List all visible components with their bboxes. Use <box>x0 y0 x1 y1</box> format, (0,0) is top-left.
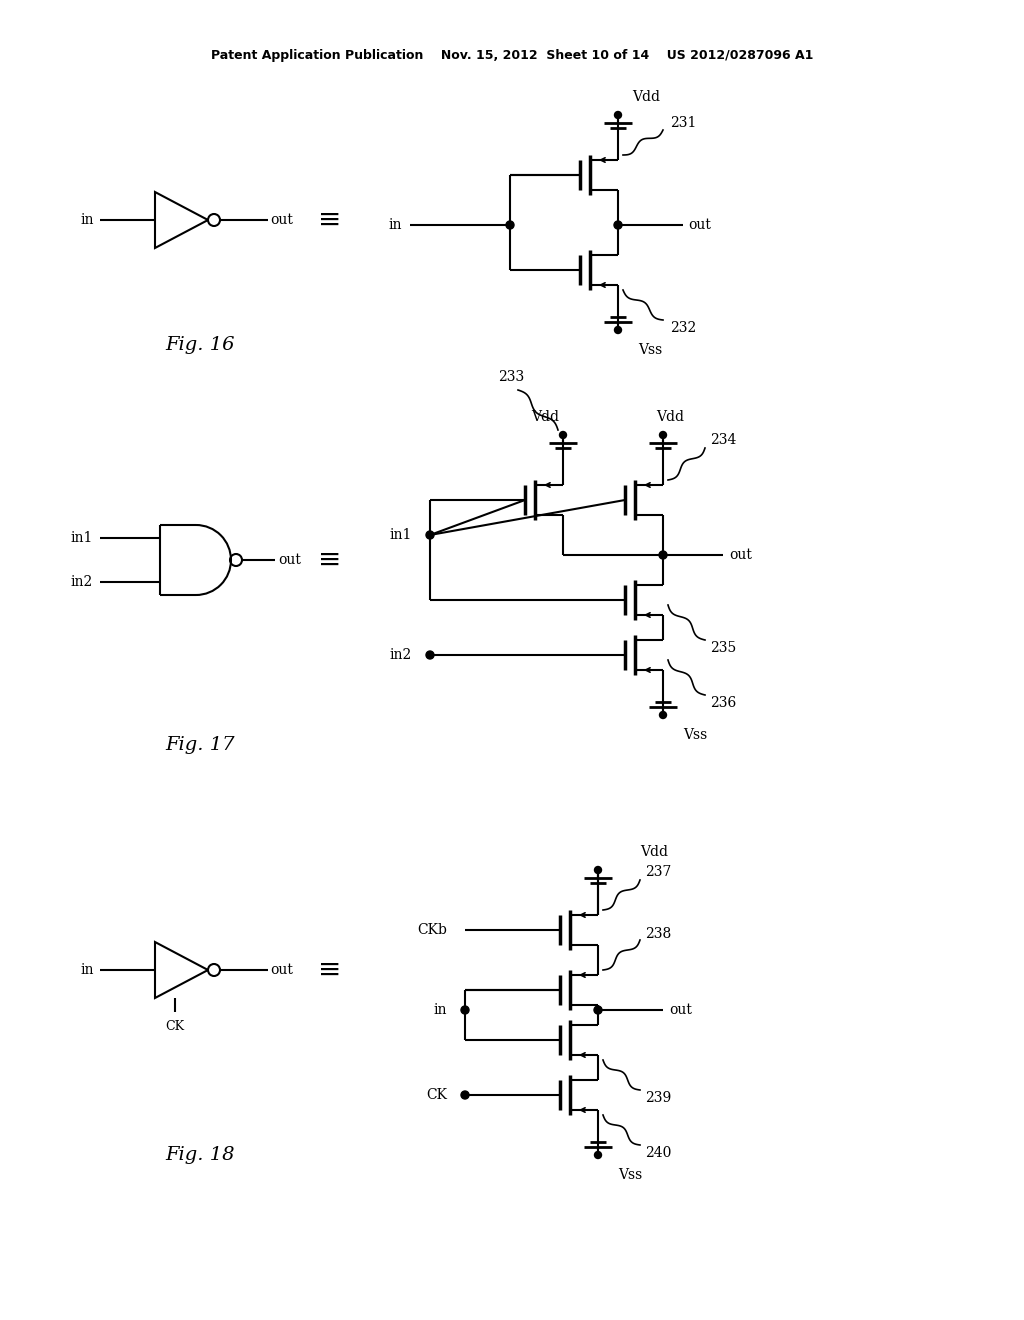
Text: Fig. 16: Fig. 16 <box>165 337 234 354</box>
Text: 234: 234 <box>710 433 736 447</box>
Text: 235: 235 <box>710 642 736 655</box>
Circle shape <box>614 111 622 119</box>
Text: 232: 232 <box>670 321 696 335</box>
Circle shape <box>595 1151 601 1159</box>
Text: out: out <box>688 218 712 232</box>
Circle shape <box>461 1006 469 1014</box>
Text: in1: in1 <box>71 531 93 545</box>
Text: Patent Application Publication    Nov. 15, 2012  Sheet 10 of 14    US 2012/02870: Patent Application Publication Nov. 15, … <box>211 49 813 62</box>
Text: in: in <box>433 1003 447 1016</box>
Text: 239: 239 <box>645 1092 671 1105</box>
Text: Vss: Vss <box>618 1168 642 1181</box>
Circle shape <box>595 866 601 874</box>
Circle shape <box>659 711 667 718</box>
Text: out: out <box>729 548 753 562</box>
Text: Vdd: Vdd <box>640 845 668 859</box>
Text: Fig. 17: Fig. 17 <box>165 737 234 754</box>
Circle shape <box>594 1006 602 1014</box>
Text: CKb: CKb <box>417 923 447 937</box>
Circle shape <box>614 326 622 334</box>
Text: in2: in2 <box>71 576 93 589</box>
Text: in1: in1 <box>389 528 412 543</box>
Circle shape <box>614 220 622 228</box>
Text: ≡: ≡ <box>318 546 342 573</box>
Text: 238: 238 <box>645 927 671 941</box>
Text: Vss: Vss <box>638 343 663 356</box>
Circle shape <box>426 651 434 659</box>
Text: out: out <box>670 1003 692 1016</box>
Text: CK: CK <box>166 1019 184 1032</box>
Text: Vdd: Vdd <box>632 90 660 104</box>
Circle shape <box>461 1092 469 1100</box>
Text: out: out <box>270 213 294 227</box>
Text: in: in <box>80 964 94 977</box>
Text: Fig. 18: Fig. 18 <box>165 1146 234 1164</box>
Text: in2: in2 <box>390 648 412 663</box>
Text: in: in <box>80 213 94 227</box>
Circle shape <box>426 531 434 539</box>
Text: Vdd: Vdd <box>531 411 559 424</box>
Circle shape <box>659 550 667 558</box>
Text: out: out <box>270 964 294 977</box>
Text: out: out <box>279 553 301 568</box>
Text: 236: 236 <box>710 696 736 710</box>
Text: ≡: ≡ <box>318 206 342 234</box>
Text: ≡: ≡ <box>318 957 342 983</box>
Text: CK: CK <box>426 1088 447 1102</box>
Text: 233: 233 <box>498 370 524 384</box>
Text: 231: 231 <box>670 116 696 129</box>
Text: Vss: Vss <box>683 729 708 742</box>
Text: Vdd: Vdd <box>656 411 684 424</box>
Text: 240: 240 <box>645 1146 671 1160</box>
Circle shape <box>659 432 667 438</box>
Circle shape <box>506 220 514 228</box>
Circle shape <box>559 432 566 438</box>
Text: in: in <box>388 218 401 232</box>
Text: 237: 237 <box>645 865 671 879</box>
